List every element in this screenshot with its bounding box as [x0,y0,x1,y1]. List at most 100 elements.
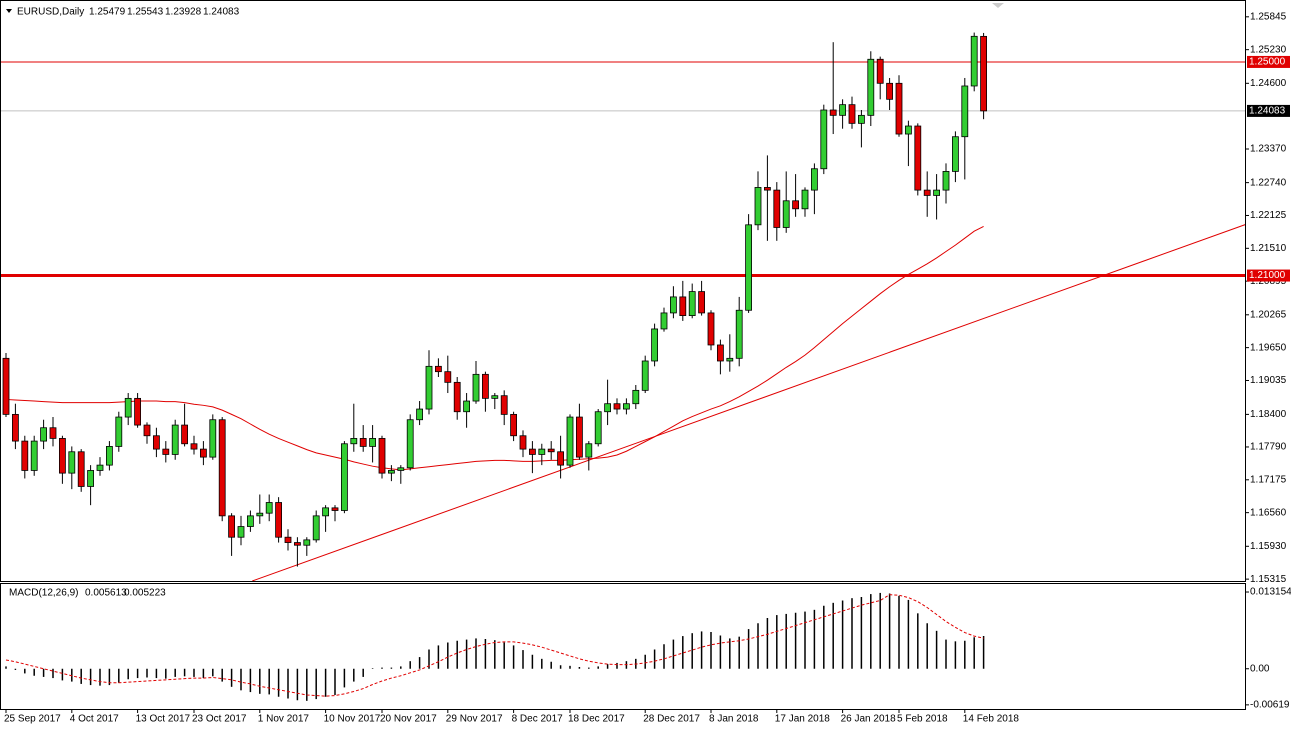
signal-line [5,594,984,697]
candle-body [397,467,405,471]
candle-body [848,104,856,124]
candle-body [209,419,217,458]
y-tick-label: 1.17175 [1250,474,1287,485]
y-tick-label: 1.18400 [1250,409,1287,420]
candle-body [895,82,903,135]
x-tick-label: 18 Dec 2017 [568,714,625,725]
candle-body [717,344,724,362]
candle-body [557,451,564,466]
current-price-box [1247,104,1290,117]
price-frame [0,0,1246,582]
macd-value: 0.005613 [85,588,127,599]
low-value: 1.23928 [165,7,202,18]
candle-body [387,470,395,474]
candle-body [961,85,969,138]
macd-tick-label: 0.013154 [1250,587,1291,598]
candle-body [867,58,875,116]
candle-body [11,413,19,442]
candle-body [350,438,358,445]
macd-tick-label: -0.00619 [1250,699,1290,710]
level-label-box [1247,55,1290,68]
candle-body [576,416,583,458]
candle-body [829,109,837,116]
y-tick-label: 1.19035 [1250,375,1287,386]
symbol-title: EURUSD,Daily [17,7,84,18]
candle-body [670,296,677,314]
candle-body [246,515,254,527]
candle-body [359,438,367,447]
menu-arrow[interactable] [6,9,12,13]
candle-body [425,365,433,410]
axes: 1.25845 1.25230 1.24600 1.23370 1.22740 1.221… [4,11,1291,724]
x-tick-label: 4 Oct 2017 [70,714,119,725]
candle-body [519,435,527,450]
candle-body [434,365,442,373]
candle-body [322,507,330,517]
macd-frame [0,583,1246,710]
level-label-box [1247,269,1290,282]
x-tick-label: 23 Oct 2017 [192,714,247,725]
candle-body [858,114,865,124]
candle-body [21,440,29,471]
candle-body [152,435,160,450]
candle-body [566,416,574,466]
candle-body [134,397,142,426]
open-value: 1.25479 [89,7,126,18]
y-tick-label: 1.22125 [1250,210,1287,221]
x-tick-label: 25 Sep 2017 [4,714,61,725]
x-tick-label: 13 Oct 2017 [136,714,191,725]
x-tick-label: 5 Feb 2018 [897,714,948,725]
y-tick-label: 1.25845 [1250,11,1287,22]
candle-body [237,526,245,538]
candle-body [106,446,113,466]
moving-average [5,225,984,471]
candle-body [914,125,922,191]
candle-body [68,451,76,474]
candle-body [199,448,207,458]
candle-body [171,424,179,455]
candle-body [369,438,377,447]
y-tick-label: 1.15315 [1250,574,1287,585]
candle-body [303,539,311,546]
x-tick-label: 20 Nov 2017 [380,714,437,725]
candle-body [623,403,630,410]
candle-body [801,189,809,210]
candle-body [143,424,151,437]
candle-body [585,443,593,458]
candle-body [256,512,264,517]
candle-body [698,291,705,314]
candle-body [190,443,198,450]
shift-marker[interactable] [992,3,1004,8]
candle-body [416,408,424,421]
y-tick-label: 1.20265 [1250,309,1287,320]
y-tick-label: 1.16560 [1250,507,1287,518]
candle-body [876,58,884,84]
candle-body [660,312,668,330]
x-tick-label: 10 Nov 2017 [324,714,381,725]
candle-body [162,448,170,455]
candle-body [735,309,743,359]
y-tick-label: 1.25230 [1250,44,1287,55]
candle-body [472,373,480,402]
candle-body [30,440,38,471]
candle-body [641,360,649,391]
candle-body [444,371,452,383]
candle-body [378,438,386,474]
candle-body [510,413,518,437]
y-tick-label: 1.24600 [1250,78,1287,89]
candle-body [764,187,771,191]
candle-body [782,200,790,228]
level-label: 1.21000 [1249,270,1286,281]
candle-body [942,171,950,191]
candle-body [87,470,94,487]
candle-body [886,82,893,100]
trendline [252,224,1245,581]
macd-tick-label: 0.00 [1250,663,1270,674]
y-tick-label: 1.17790 [1250,442,1287,453]
candle-body [284,536,292,543]
x-tick-label: 26 Jan 2018 [841,714,896,725]
candle-body [529,448,536,455]
macd-panel [5,592,985,701]
high-value: 1.25543 [127,7,164,18]
